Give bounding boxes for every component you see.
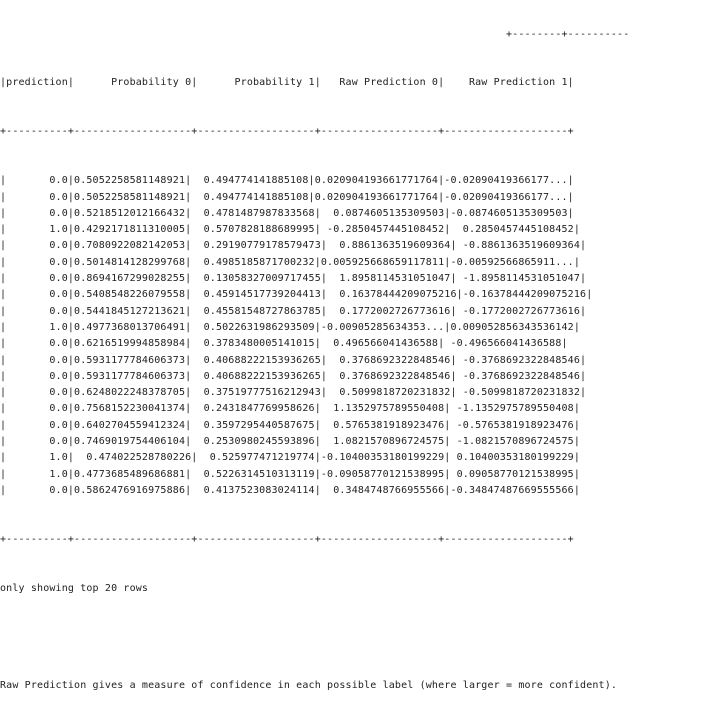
table-row: | 0.0|0.7568152230041374| 0.243184776995… (0, 403, 581, 415)
table-row: | 1.0|0.4977368013706491| 0.502263198629… (0, 321, 581, 333)
table-row: | 0.0|0.5862476916975886| 0.413752308302… (0, 484, 581, 496)
table-row: | 0.0|0.6248022248378705| 0.375197775162… (0, 387, 587, 399)
table-row: | 0.0|0.6216519994858984| 0.378348000514… (0, 338, 568, 350)
table-row: | 1.0|0.4773685489686881| 0.522631451031… (0, 468, 581, 480)
table-body: | 0.0|0.5052258581148921| 0.494774141885… (0, 173, 715, 499)
blank-line (0, 630, 715, 646)
table-row: | 0.0|0.5441845127213621| 0.455815487278… (0, 305, 587, 317)
table-row: | 0.0|0.8694167299028255| 0.130583270097… (0, 273, 587, 285)
explanation-text: Raw Prediction gives a measure of confid… (0, 680, 618, 692)
table-row: | 0.0|0.5408548226079558| 0.459145177392… (0, 289, 593, 301)
table-top-border: +--------+---------- (0, 28, 630, 40)
table-row: | 0.0|0.5052258581148921| 0.494774141885… (0, 191, 574, 203)
table-row: | 0.0|0.5218512012166432| 0.478148798783… (0, 207, 574, 219)
table-row: | 0.0|0.5052258581148921| 0.494774141885… (0, 175, 574, 187)
table-row: | 0.0|0.7080922082142053| 0.291907791785… (0, 240, 587, 252)
table-row: | 0.0|0.5014814128299768| 0.498518587170… (0, 256, 581, 268)
table-bottom-border: +----------+-------------------+--------… (0, 533, 574, 545)
table-row: | 0.0|0.5931177784606373| 0.406882221539… (0, 354, 587, 366)
table-header-row: |prediction| Probability 0| Probability … (0, 77, 574, 89)
table-header-separator: +----------+-------------------+--------… (0, 126, 574, 138)
table-row: | 0.0|0.6402704559412324| 0.359729544058… (0, 419, 581, 431)
table-row: | 1.0| 0.474022528780226| 0.525977471219… (0, 452, 581, 464)
row-limit-message: only showing top 20 rows (0, 582, 149, 594)
table-row: | 0.0|0.5931177784606373| 0.406882221539… (0, 370, 587, 382)
table-row: | 1.0|0.4292171811310005| 0.570782818868… (0, 224, 581, 236)
table-row: | 0.0|0.7469019754406104| 0.253098024559… (0, 436, 581, 448)
